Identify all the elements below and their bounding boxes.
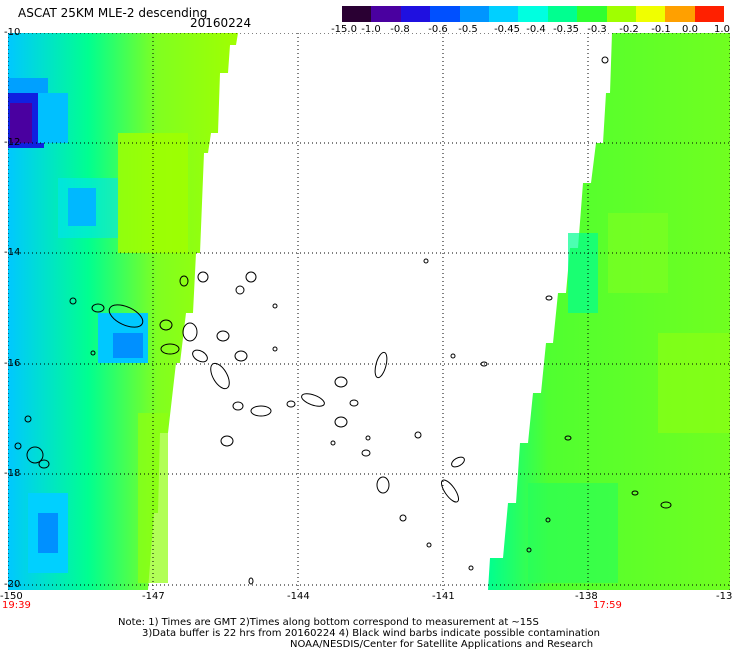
note-line-2: 3)Data buffer is 22 hrs from 20160224 4)… — [142, 628, 600, 639]
color-scale-label: -0.35 — [553, 24, 579, 35]
color-swatch — [606, 6, 636, 22]
longitude-label: -138 — [575, 591, 598, 602]
left-swath — [8, 33, 238, 590]
color-swatch — [342, 6, 372, 22]
color-scale-label: -0.8 — [390, 24, 410, 35]
color-scale-label: -0.45 — [494, 24, 520, 35]
latitude-label: -10 — [4, 27, 21, 38]
swath-time-right: 17:59 — [593, 600, 622, 611]
latitude-label: -14 — [4, 247, 21, 258]
longitude-label: -147 — [142, 591, 165, 602]
color-scale-label: -0.4 — [526, 24, 546, 35]
note-line-3: NOAA/NESDIS/Center for Satellite Applica… — [290, 639, 594, 650]
color-swatch — [488, 6, 519, 22]
color-scale-label: 0.0 — [682, 24, 698, 35]
color-scale-label: -0.3 — [587, 24, 607, 35]
product-name: ASCAT 25KM MLE-2 descending — [18, 6, 208, 20]
note-line-1: Note: 1) Times are GMT 2)Times along bot… — [118, 617, 539, 628]
color-scale-label: 1.0 — [714, 24, 730, 35]
right-swath — [488, 33, 730, 590]
color-scale-label: -1.0 — [361, 24, 381, 35]
latitude-label: -20 — [4, 579, 21, 590]
color-scale-label: -15.0 — [331, 24, 357, 35]
longitude-label: -13 — [716, 591, 733, 602]
footnotes: Note: 1) Times are GMT 2)Times along bot… — [118, 617, 600, 650]
swath-time-left: 19:39 — [2, 600, 31, 611]
color-swatch — [577, 6, 607, 22]
color-scale-label: -0.1 — [651, 24, 671, 35]
wind-map — [8, 33, 730, 590]
product-title: ASCAT 25KM MLE-2 descending 20160224 — [18, 6, 251, 30]
color-swatch — [635, 6, 666, 22]
color-swatch — [694, 6, 725, 22]
color-swatch — [665, 6, 695, 22]
color-swatch — [547, 6, 578, 22]
latitude-label: -16 — [4, 358, 21, 369]
color-swatch — [430, 6, 460, 22]
color-swatch — [459, 6, 489, 22]
latitude-label: -18 — [4, 468, 21, 479]
longitude-label: -144 — [287, 591, 310, 602]
color-scale-label: -0.6 — [428, 24, 448, 35]
color-scale-label: -0.2 — [619, 24, 639, 35]
island-outlines — [14, 56, 672, 585]
longitude-label: -141 — [432, 591, 455, 602]
longitude-label: -150 — [0, 591, 23, 602]
color-scale-bar — [342, 6, 725, 22]
color-swatch — [400, 6, 431, 22]
product-date: 20160224 — [190, 16, 252, 30]
color-scale-label: -0.5 — [458, 24, 478, 35]
lat-lon-grid — [8, 33, 730, 590]
color-swatch — [518, 6, 548, 22]
color-swatch — [371, 6, 401, 22]
latitude-label: -12 — [4, 137, 21, 148]
